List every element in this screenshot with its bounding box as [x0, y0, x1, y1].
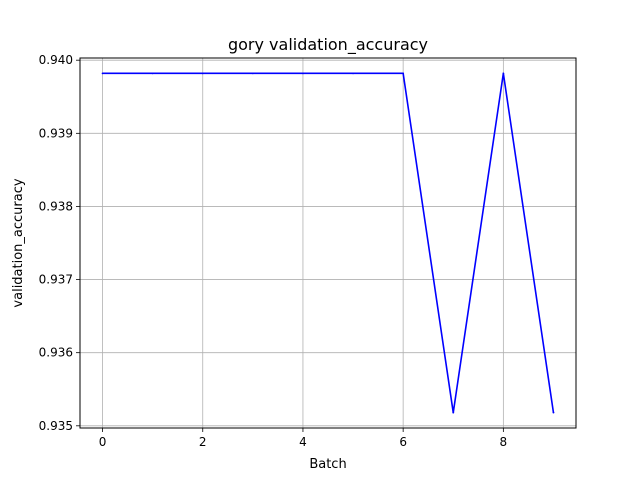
- y-tick-label: 0.938: [39, 199, 73, 213]
- x-tick-label: 4: [299, 435, 307, 449]
- series-line: [102, 72, 555, 414]
- data-point: [552, 411, 555, 414]
- x-tick-label: 8: [500, 435, 508, 449]
- y-tick-label: 0.939: [39, 126, 73, 140]
- data-point: [201, 72, 204, 75]
- ticks: 0 2 4 6 8 0.935 0.936 0.937 0.938 0.939 0.940: [39, 53, 508, 449]
- x-tick-label: 2: [199, 435, 207, 449]
- data-point: [251, 72, 254, 75]
- x-axis-label: Batch: [309, 457, 346, 472]
- data-point: [151, 72, 154, 75]
- data-point: [352, 72, 354, 75]
- chart-title: gory validation_accuracy: [228, 35, 428, 55]
- grid: [80, 58, 576, 428]
- y-tick-label: 0.940: [39, 53, 73, 67]
- y-tick-label: 0.936: [39, 346, 73, 360]
- x-tick-label: 6: [399, 435, 407, 449]
- plot-frame: [79, 57, 577, 429]
- data-point: [302, 72, 304, 75]
- x-tick-label: 0: [99, 435, 107, 449]
- data-point: [502, 72, 505, 75]
- data-point: [101, 72, 104, 75]
- y-tick-label: 0.937: [39, 273, 73, 287]
- y-tick-label: 0.935: [39, 419, 73, 433]
- data-point: [452, 411, 455, 414]
- y-axis-label: validation_accuracy: [11, 178, 26, 307]
- data-point: [402, 72, 405, 75]
- series-layer: [101, 72, 555, 414]
